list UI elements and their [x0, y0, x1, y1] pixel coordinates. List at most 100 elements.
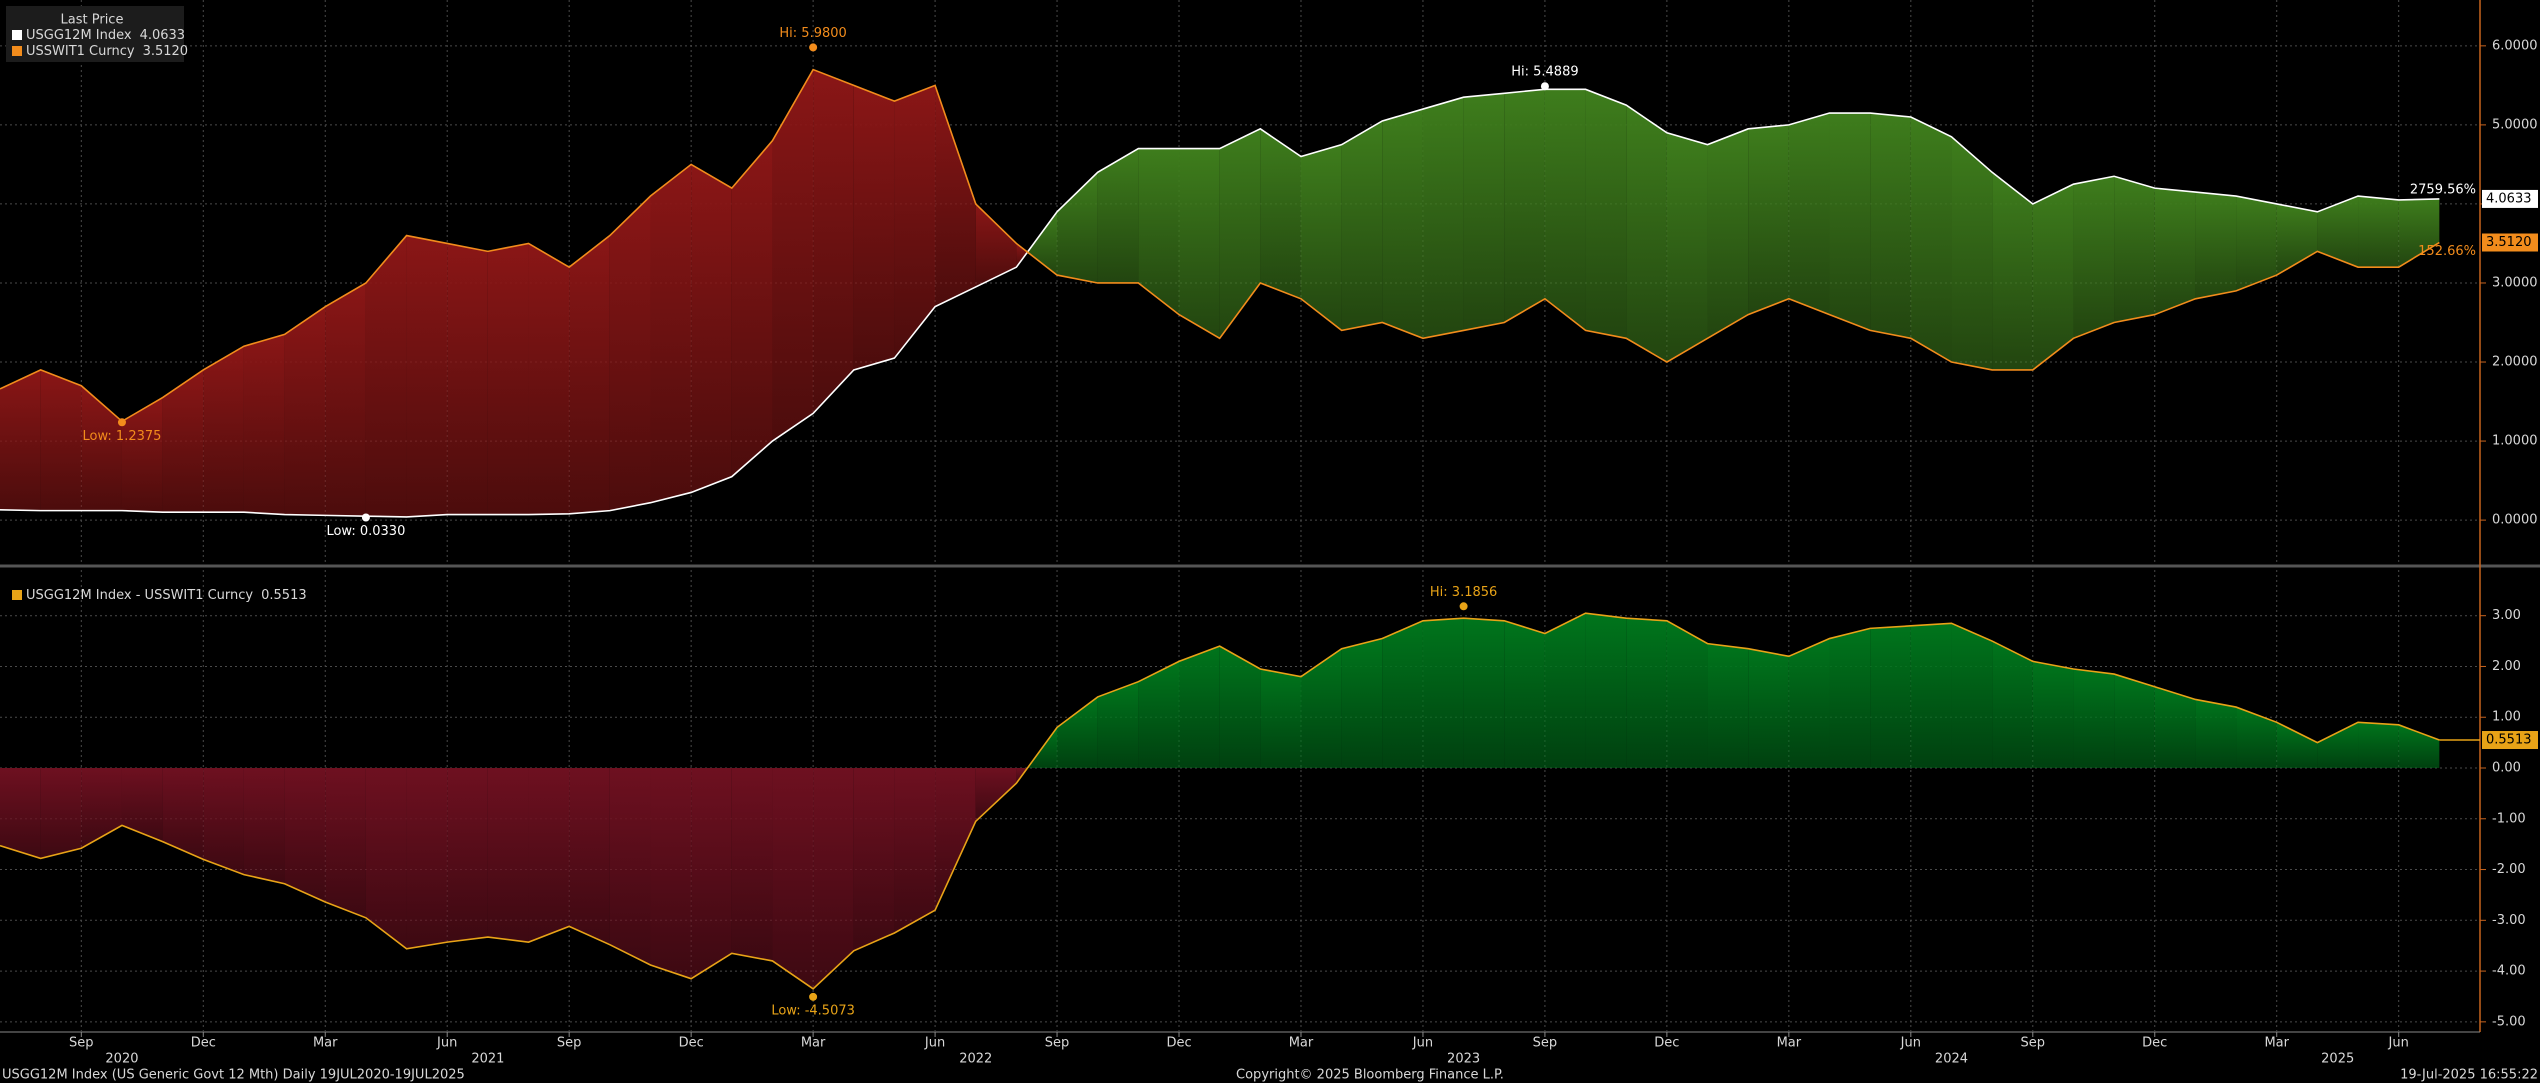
fill-band	[609, 196, 651, 511]
x-tick-label: Jun	[2388, 1036, 2409, 1051]
fill-band	[1666, 620, 1708, 768]
y-tick-label: 2.00	[2492, 659, 2521, 674]
x-tick-label: Jun	[436, 1036, 457, 1051]
fill-band	[1057, 696, 1098, 768]
fill-band	[1219, 646, 1261, 768]
x-tick-label: Dec	[191, 1036, 216, 1051]
fill-band	[691, 164, 732, 493]
fill-band	[2195, 192, 2237, 299]
fill-band	[1910, 623, 1952, 768]
legend-swatch	[12, 46, 22, 56]
fill-band	[1504, 89, 1545, 323]
x-tick-label: Mar	[1777, 1036, 1802, 1051]
y-tick-label: 6.0000	[2492, 38, 2538, 53]
annotation-marker	[809, 43, 818, 52]
annotation-label: Low: 1.2375	[83, 429, 162, 444]
fill-band	[1788, 638, 1830, 768]
year-label: 2025	[2321, 1052, 2354, 1067]
fill-band	[1829, 113, 1871, 331]
x-tick-label: Jun	[1900, 1036, 1921, 1051]
fill-band	[975, 768, 1017, 822]
fill-band	[1463, 93, 1505, 331]
fill-band	[2032, 184, 2074, 370]
last-price-label: 0.5513	[2486, 733, 2532, 748]
fill-band	[2032, 661, 2074, 768]
fill-band	[2398, 198, 2440, 268]
fill-band	[2114, 176, 2155, 323]
x-tick-label: Dec	[1654, 1036, 1679, 1051]
fill-band	[2317, 722, 2359, 768]
fill-band	[2154, 188, 2196, 315]
fill-band	[243, 334, 285, 515]
fill-band	[935, 768, 976, 911]
y-tick-label: -1.00	[2492, 811, 2526, 826]
fill-band	[203, 768, 244, 875]
fill-band	[0, 369, 41, 511]
legend-entry: USSWIT1 Curncy 3.5120	[26, 44, 188, 59]
fill-band	[894, 85, 936, 359]
annotation-label: Low: -4.5073	[771, 1003, 855, 1018]
fill-band	[1585, 613, 1627, 768]
fill-band	[528, 768, 570, 943]
fill-band	[1138, 148, 1180, 315]
fill-band	[1219, 128, 1261, 339]
y-tick-label: 1.0000	[2492, 434, 2538, 449]
x-tick-label: Sep	[1045, 1036, 1070, 1051]
fill-band	[1016, 243, 1028, 268]
legend-box	[6, 6, 184, 62]
fill-band	[447, 768, 488, 943]
fill-band	[1870, 625, 1911, 768]
fill-band	[853, 768, 895, 951]
last-price-box	[2482, 189, 2538, 208]
fill-band	[1260, 128, 1301, 299]
x-tick-label: Dec	[1166, 1036, 1191, 1051]
fill-band	[1300, 648, 1342, 768]
fill-band	[2114, 674, 2155, 768]
fill-band	[162, 768, 204, 860]
fill-band	[1341, 120, 1383, 331]
series-line	[0, 88, 2440, 518]
fill-band	[1179, 646, 1220, 768]
fill-band	[365, 235, 407, 517]
fill-band	[1097, 148, 1139, 283]
y-tick-label: -4.00	[2492, 964, 2526, 979]
annotation-marker	[1540, 82, 1549, 91]
annotation-marker	[361, 513, 370, 522]
fill-band	[365, 768, 407, 949]
fill-band	[2398, 724, 2440, 768]
year-label: 2024	[1935, 1052, 1968, 1067]
fill-band	[569, 235, 610, 514]
legend-name: USGG12M Index - USSWIT1 Curncy	[26, 588, 253, 603]
fill-band	[40, 369, 82, 511]
y-tick-label: 3.00	[2492, 608, 2521, 623]
fill-band	[569, 768, 610, 945]
fill-band	[772, 768, 814, 989]
x-tick-label: Mar	[2264, 1036, 2289, 1051]
y-tick-label: 0.00	[2492, 761, 2521, 776]
x-tick-label: Sep	[1533, 1036, 1558, 1051]
change-label: 2759.56%	[2410, 182, 2476, 197]
fill-band	[1870, 113, 1911, 339]
legend-value: 3.5120	[143, 44, 189, 59]
fill-band	[0, 768, 41, 859]
legend-title: Last Price	[61, 13, 124, 28]
fill-band	[1097, 681, 1139, 768]
fill-band	[894, 768, 936, 933]
year-label: 2020	[105, 1052, 138, 1067]
fill-band	[1544, 613, 1586, 768]
fill-band	[813, 768, 854, 989]
fill-band	[162, 369, 204, 513]
last-price-label: 3.5120	[2486, 235, 2532, 250]
year-label: 2022	[959, 1052, 992, 1067]
fill-band	[813, 69, 854, 414]
fill-band	[731, 768, 773, 961]
fill-band	[121, 397, 163, 513]
x-tick-label: Dec	[679, 1036, 704, 1051]
fill-band	[1992, 172, 2033, 370]
fill-band	[406, 768, 448, 949]
fill-band	[1138, 661, 1180, 768]
fill-band	[853, 85, 895, 370]
year-label: 2023	[1447, 1052, 1480, 1067]
x-tick-label: Sep	[69, 1036, 94, 1051]
